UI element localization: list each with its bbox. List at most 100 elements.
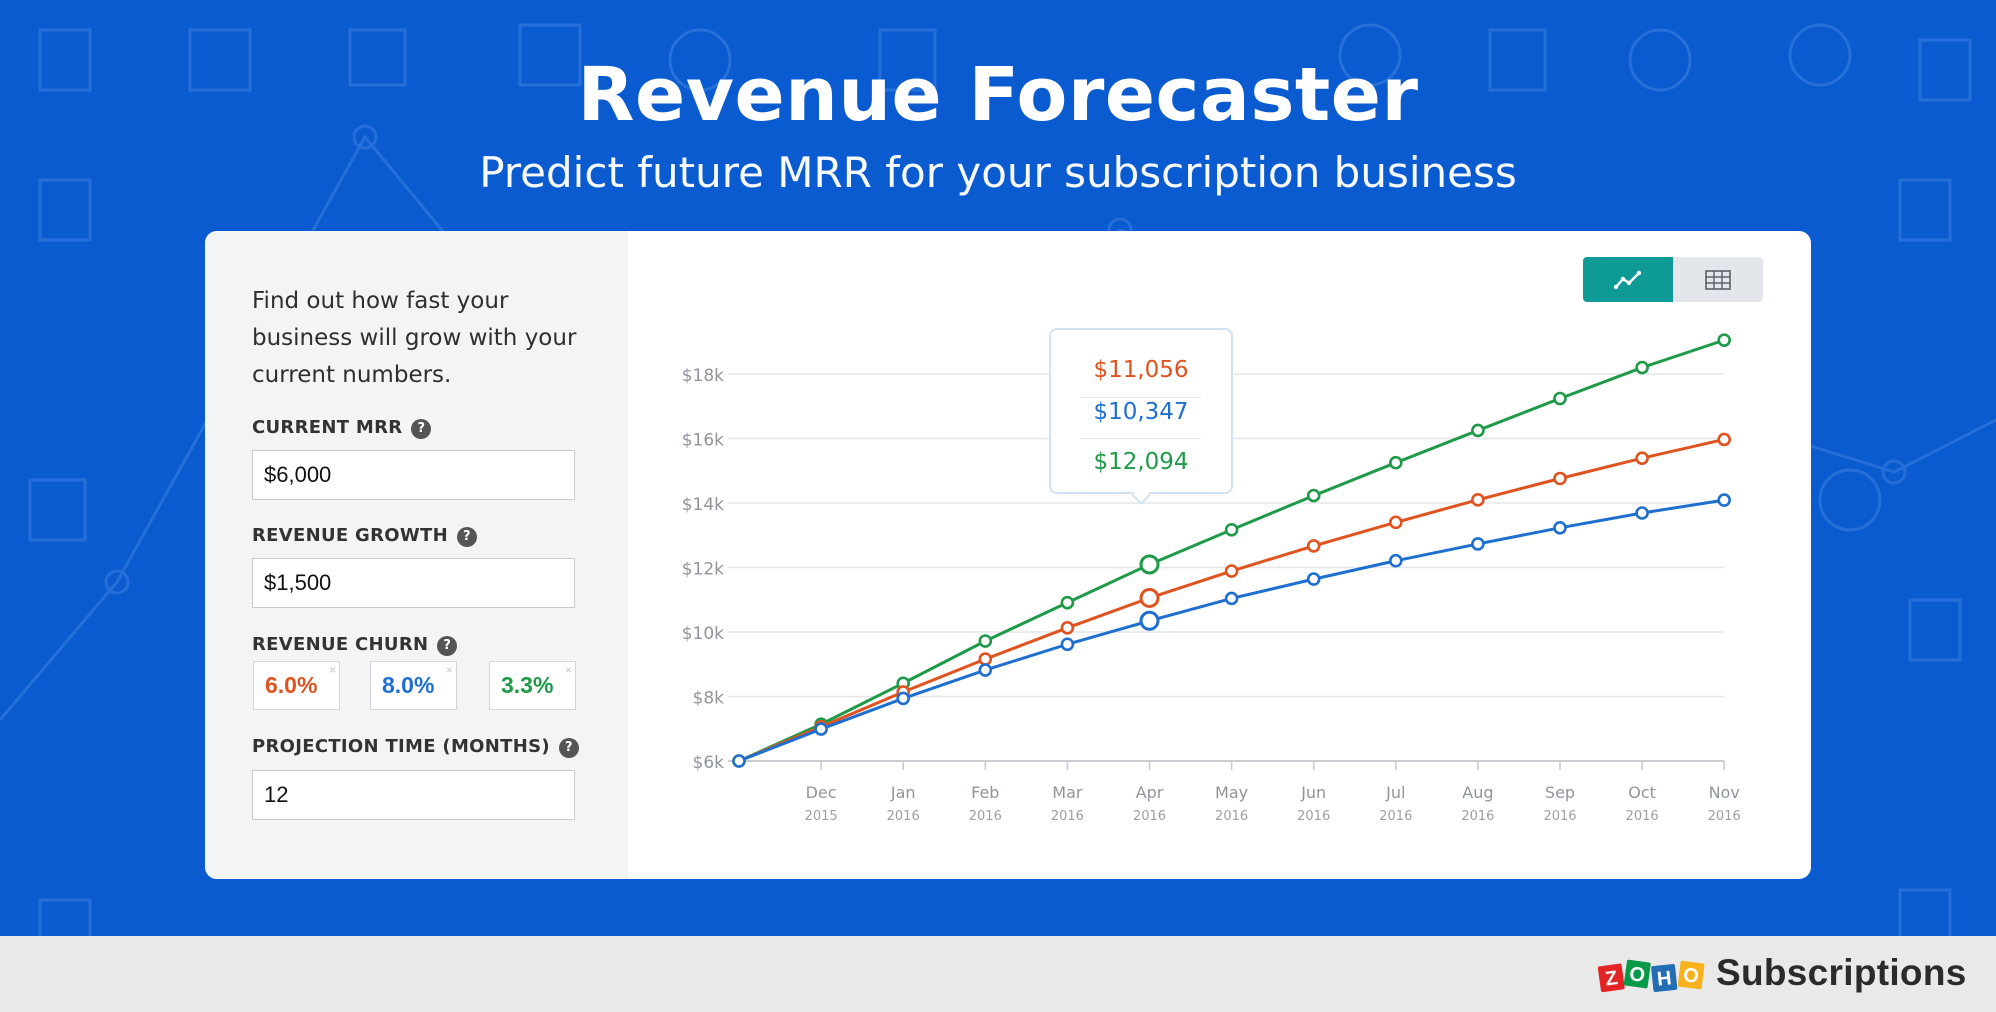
table-view-button[interactable] [1673, 257, 1763, 302]
x-tick-month: Dec [806, 783, 837, 802]
data-point [1389, 553, 1403, 568]
data-point [1060, 637, 1075, 652]
logo-letter: O [1682, 964, 1700, 988]
data-point [1471, 492, 1485, 507]
help-icon[interactable]: ? [558, 738, 579, 758]
data-tooltip: $11,056 $10,347 $12,094 [1049, 328, 1233, 494]
churn-chip-orange[interactable]: 6.0% × [253, 661, 340, 710]
data-point [978, 663, 993, 677]
x-tick-year: 2016 [969, 809, 1002, 824]
data-point [1389, 515, 1403, 530]
revenue-growth-input[interactable]: $1,500 [252, 558, 575, 608]
y-tick-label: $18k [682, 366, 724, 386]
tooltip-divider [1081, 438, 1201, 439]
data-point [1139, 554, 1160, 575]
x-tick-month: Feb [971, 783, 999, 802]
current-mrr-label-text: CURRENT MRR [252, 417, 403, 438]
input-panel: Find out how fast your business will gro… [205, 231, 628, 879]
data-point [1471, 423, 1485, 438]
data-point [1717, 432, 1731, 447]
x-tick-month: Jul [1385, 783, 1405, 802]
data-point [1139, 587, 1160, 608]
logo-letter: O [1628, 963, 1646, 987]
data-point [1553, 521, 1567, 535]
current-mrr-label: CURRENT MRR? [252, 417, 432, 439]
series-line [738, 498, 1725, 763]
data-point [1306, 572, 1321, 586]
remove-icon[interactable]: × [564, 663, 572, 677]
brand-name: Subscriptions [1716, 952, 1967, 993]
data-point [1224, 591, 1239, 606]
help-icon[interactable]: ? [437, 636, 458, 656]
data-point [1717, 493, 1731, 507]
y-tick-label: $16k [682, 431, 724, 451]
x-tick-month: May [1215, 783, 1248, 802]
logo-letter: Z [1604, 967, 1619, 990]
x-tick-year: 2016 [1379, 809, 1412, 824]
revenue-churn-label-text: REVENUE CHURN [252, 634, 429, 655]
data-point [1553, 391, 1567, 406]
current-mrr-input[interactable]: $6,000 [252, 450, 575, 500]
x-tick-year: 2016 [1051, 809, 1084, 824]
tooltip-divider [1081, 397, 1201, 398]
y-tick-label: $14k [682, 495, 724, 515]
page-subtitle: Predict future MRR for your subscription… [479, 148, 1517, 197]
remove-icon[interactable]: × [445, 663, 453, 677]
data-point [896, 691, 911, 706]
x-tick-year: 2015 [805, 809, 838, 824]
x-tick-month: Sep [1545, 783, 1575, 802]
data-point [1635, 451, 1649, 465]
x-tick-month: Oct [1628, 783, 1656, 802]
line-chart-icon [1614, 270, 1642, 289]
tooltip-value-orange: $11,056 [1093, 357, 1189, 383]
forecaster-card: Find out how fast your business will gro… [205, 231, 1811, 879]
x-tick-year: 2016 [1708, 809, 1741, 824]
churn-chip-green[interactable]: 3.3% × [489, 661, 576, 710]
remove-icon[interactable]: × [328, 663, 336, 677]
zoho-logo: Z O H O [1597, 959, 1705, 993]
help-icon[interactable]: ? [456, 527, 477, 547]
data-point [1471, 537, 1485, 551]
data-point [1553, 471, 1567, 486]
data-point [1224, 522, 1239, 537]
projection-time-input[interactable]: 12 [252, 770, 575, 820]
data-point [732, 754, 746, 768]
projection-time-label: PROJECTION TIME (MONTHS)? [252, 736, 579, 758]
x-tick-year: 2016 [887, 809, 920, 824]
x-tick-month: Aug [1462, 783, 1493, 802]
x-tick-year: 2016 [1297, 809, 1330, 824]
x-tick-year: 2016 [1626, 809, 1659, 824]
churn-chip-blue[interactable]: 8.0% × [370, 661, 457, 710]
background-decoration [0, 23, 1996, 936]
data-point [978, 652, 993, 666]
help-icon[interactable]: ? [411, 419, 432, 439]
x-tick-month: Jan [890, 783, 916, 802]
page-title: Revenue Forecaster [577, 52, 1419, 138]
churn-value[interactable]: 3.3% [501, 672, 554, 698]
data-point [1139, 610, 1160, 631]
y-tick-label: $10k [682, 624, 724, 644]
x-tick-month: Apr [1136, 783, 1164, 802]
revenue-growth-label: REVENUE GROWTH? [252, 525, 477, 547]
revenue-growth-label-text: REVENUE GROWTH [252, 525, 448, 546]
table-icon [1705, 269, 1731, 290]
tooltip-value-green: $12,094 [1093, 449, 1189, 475]
y-tick-label: $6k [693, 753, 725, 773]
churn-value[interactable]: 6.0% [265, 672, 318, 698]
chart-view-button[interactable] [1583, 257, 1673, 302]
y-tick-label: $12k [682, 560, 724, 580]
mrr-line-chart: $6k $8k $10k $12k $14k $16k $18k Dec 2015 Jan 2016… [682, 333, 1741, 824]
data-point [814, 722, 828, 736]
data-point [1060, 621, 1075, 635]
data-point [1389, 455, 1403, 470]
churn-value[interactable]: 8.0% [382, 672, 435, 698]
y-tick-label: $8k [693, 689, 725, 709]
x-tick-year: 2016 [1543, 809, 1576, 824]
data-point [1306, 488, 1321, 503]
view-toggle [1583, 257, 1763, 302]
data-point [1060, 595, 1075, 610]
x-tick-year: 2016 [1215, 809, 1248, 824]
tooltip-value-blue: $10,347 [1093, 399, 1189, 425]
data-point [1635, 360, 1649, 375]
x-tick-month: Mar [1052, 783, 1083, 802]
